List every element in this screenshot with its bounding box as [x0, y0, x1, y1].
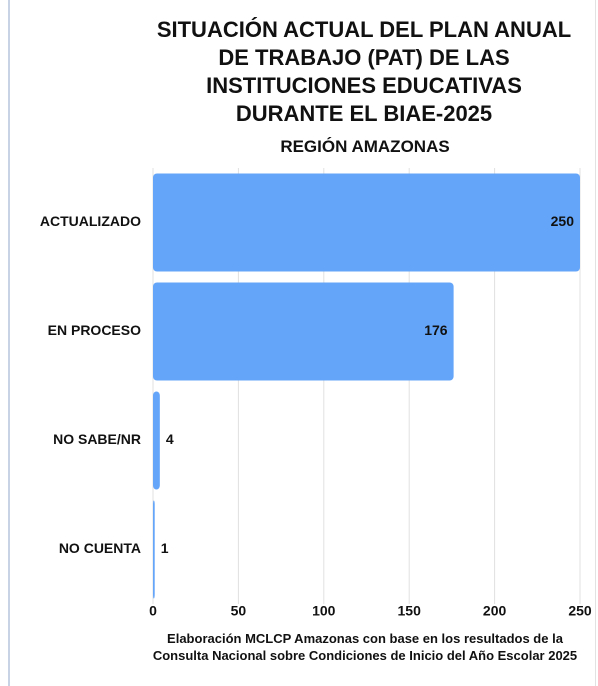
- bar: [153, 500, 155, 599]
- value-label: 1: [161, 540, 169, 556]
- bar: [153, 173, 580, 272]
- x-tick-label: 50: [231, 603, 247, 619]
- chart-title: SITUACIÓN ACTUAL DEL PLAN ANUAL DE TRABA…: [156, 17, 572, 126]
- x-tick-label: 200: [483, 603, 507, 619]
- value-label: 250: [551, 213, 575, 229]
- footnote: Elaboración MCLCP Amazonas con base en l…: [152, 631, 578, 663]
- y-tick-label: NO SABE/NR: [53, 431, 141, 447]
- y-tick-label: NO CUENTA: [59, 540, 141, 556]
- bar: [153, 282, 454, 381]
- chart-subtitle: REGIÓN AMAZONAS: [280, 137, 450, 156]
- value-label: 4: [166, 431, 174, 447]
- bar: [153, 391, 160, 490]
- x-tick-label: 0: [149, 603, 157, 619]
- x-tick-label: 100: [312, 603, 336, 619]
- y-tick-label: ACTUALIZADO: [40, 213, 141, 229]
- frame: [8, 0, 596, 686]
- x-tick-label: 150: [398, 603, 422, 619]
- x-tick-label: 250: [568, 603, 592, 619]
- value-label: 176: [424, 322, 448, 338]
- y-tick-label: EN PROCESO: [48, 322, 141, 338]
